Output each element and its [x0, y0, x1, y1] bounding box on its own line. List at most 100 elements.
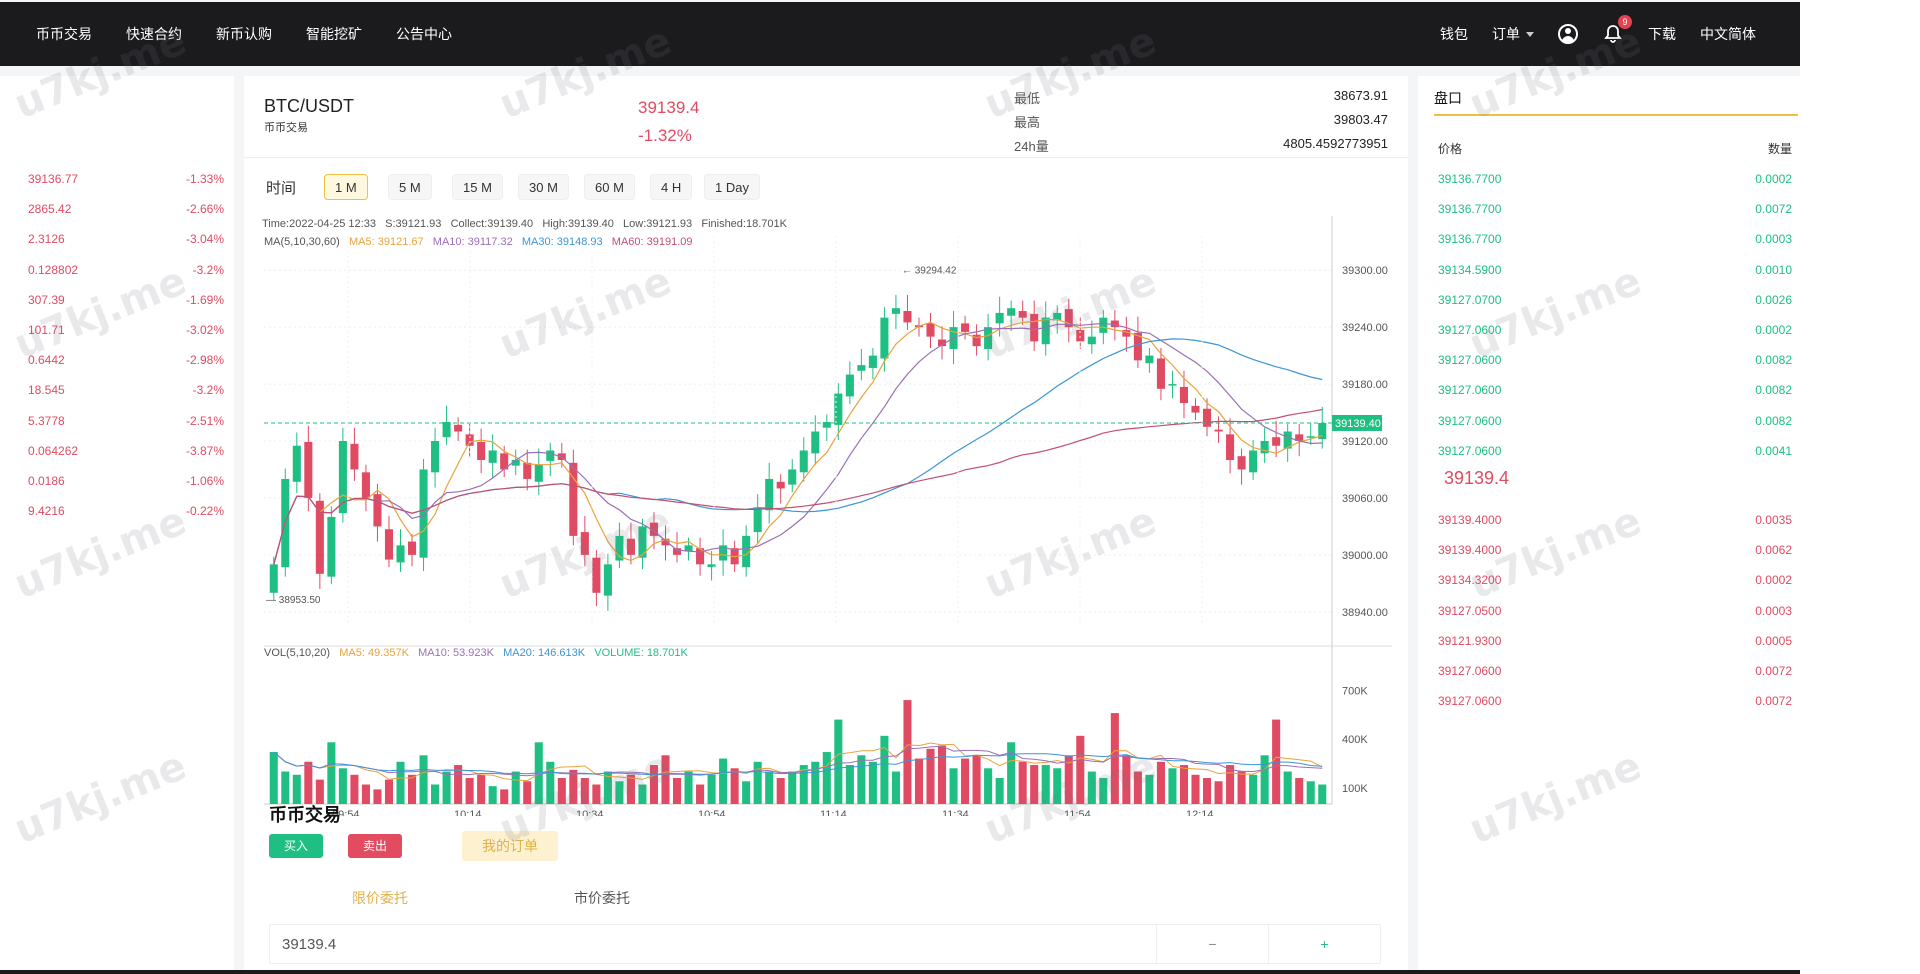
- market-list-item[interactable]: 0.064262 -3.87%: [0, 436, 234, 466]
- orderbook-bid-row[interactable]: 39127.0700 0.0026: [1418, 289, 1800, 313]
- tf-5m[interactable]: 5 M: [388, 174, 432, 200]
- tf-1m[interactable]: 1 M: [324, 174, 368, 200]
- increment-button[interactable]: +: [1268, 925, 1380, 963]
- candle-body: [546, 450, 555, 461]
- candle-body: [719, 545, 728, 561]
- y-tick-label: 39000.00: [1342, 550, 1388, 562]
- tf-30m[interactable]: 30 M: [518, 174, 569, 200]
- nav-mining[interactable]: 智能挖矿: [306, 26, 362, 42]
- nav-new-coin[interactable]: 新币认购: [216, 26, 272, 42]
- candle-body: [649, 522, 659, 536]
- nav-spot-trading[interactable]: 币币交易: [36, 26, 92, 42]
- buy-button[interactable]: 买入: [269, 834, 323, 858]
- volume-bar: [1053, 768, 1062, 804]
- candle-body: [799, 450, 808, 473]
- orderbook-bid-row[interactable]: 39127.0600 0.0041: [1418, 440, 1800, 464]
- candle-body: [742, 535, 751, 568]
- decrement-button[interactable]: −: [1156, 925, 1268, 963]
- volume-bar: [903, 700, 912, 804]
- kline-chart[interactable]: Time:2022-04-25 12:33 S:39121.93 Collect…: [254, 216, 1404, 816]
- market-list-item[interactable]: 307.39 -1.69%: [0, 285, 234, 315]
- orderbook-bid-row[interactable]: 39134.5900 0.0010: [1418, 259, 1800, 283]
- orderbook-bid-row[interactable]: 39127.0600 0.0002: [1418, 319, 1800, 343]
- candle-body: [327, 516, 336, 577]
- notification-button[interactable]: 9: [1602, 15, 1632, 45]
- market-list-item[interactable]: 39136.77 -1.33%: [0, 164, 234, 194]
- orderbook-bid-row[interactable]: 39127.0600 0.0082: [1418, 410, 1800, 434]
- volume-bar: [811, 761, 820, 804]
- candle-body: [1179, 386, 1189, 404]
- market-list-item[interactable]: 0.128802 -3.2%: [0, 255, 234, 285]
- volume-label: 24h量: [1014, 139, 1049, 154]
- volume-bar: [891, 771, 900, 804]
- user-button[interactable]: [1558, 24, 1578, 44]
- nav-announcements[interactable]: 公告中心: [396, 26, 452, 42]
- candle-body: [1272, 437, 1281, 446]
- market-list-item[interactable]: 18.545 -3.2%: [0, 375, 234, 405]
- orderbook-ask-row[interactable]: 39134.3200 0.0002: [1418, 569, 1800, 593]
- market-list-item[interactable]: 0.6442 -2.98%: [0, 345, 234, 375]
- price-input[interactable]: [270, 925, 1156, 963]
- tab-market-order[interactable]: 市价委托: [574, 890, 630, 906]
- market-list-item[interactable]: 9.4216 -0.22%: [0, 496, 234, 526]
- candle-body: [569, 462, 578, 536]
- orderbook-ask-row[interactable]: 39139.4000 0.0035: [1418, 509, 1800, 533]
- orders-dropdown[interactable]: 订单: [1492, 24, 1534, 44]
- candle-body: [407, 541, 417, 555]
- tf-4h[interactable]: 4 H: [650, 174, 693, 200]
- price-change: -1.32%: [638, 126, 692, 145]
- orderbook-bid-row[interactable]: 39136.7700 0.0002: [1418, 168, 1800, 192]
- volume-tick-label: 700K: [1342, 685, 1368, 697]
- market-change: -1.69%: [185, 292, 224, 307]
- orderbook-ask-row[interactable]: 39127.0600 0.0072: [1418, 660, 1800, 684]
- market-change: -3.02%: [185, 323, 224, 337]
- download-link[interactable]: 下载: [1648, 26, 1676, 42]
- orderbook-bid-row[interactable]: 39136.7700 0.0072: [1418, 198, 1800, 222]
- ask-price: 39134.3200: [1438, 573, 1502, 588]
- ask-qty: 0.0072: [1755, 694, 1792, 709]
- market-list-item[interactable]: 2865.42 -2.66%: [0, 194, 234, 224]
- language-selector[interactable]: 中文简体: [1700, 26, 1756, 42]
- tf-15m[interactable]: 15 M: [452, 174, 503, 200]
- candle-body: [1318, 422, 1327, 440]
- candle-body: [903, 311, 912, 323]
- sell-button[interactable]: 卖出: [348, 834, 402, 858]
- ask-price: 39127.0500: [1438, 603, 1502, 618]
- orderbook-ask-row[interactable]: 39121.9300 0.0005: [1418, 630, 1800, 654]
- nav-quick-contract[interactable]: 快速合约: [126, 26, 182, 42]
- candle-body: [638, 526, 647, 558]
- volume-bar: [1133, 771, 1142, 804]
- market-list-item[interactable]: 2.3126 -3.04%: [0, 224, 234, 254]
- orderbook-bid-row[interactable]: 39127.0600 0.0082: [1418, 379, 1800, 403]
- orderbook-ask-row[interactable]: 39127.0500 0.0003: [1418, 600, 1800, 624]
- market-list-item[interactable]: 5.3778 -2.51%: [0, 406, 234, 436]
- ask-qty: 0.0002: [1755, 573, 1792, 588]
- market-change: -2.51%: [185, 413, 224, 428]
- my-orders-button[interactable]: 我的订单: [462, 831, 558, 861]
- orderbook-ask-row[interactable]: 39127.0600 0.0072: [1418, 690, 1800, 714]
- orderbook-bid-row[interactable]: 39136.7700 0.0003: [1418, 228, 1800, 252]
- candle-body: [534, 464, 543, 482]
- bid-price: 39136.7700: [1438, 172, 1502, 186]
- market-list-item[interactable]: 101.71 -3.02%: [0, 315, 234, 345]
- orderbook-col-qty: 数量: [1767, 142, 1792, 156]
- trade-title: 币币交易: [269, 805, 341, 825]
- volume-bar: [1191, 774, 1200, 804]
- market-change: -1.33%: [185, 172, 224, 186]
- candle-body: [834, 393, 843, 425]
- volume-bar: [500, 789, 509, 804]
- tf-60m[interactable]: 60 M: [584, 174, 635, 200]
- market-list-item[interactable]: 0.0186 -1.06%: [0, 466, 234, 496]
- tab-limit-order[interactable]: 限价委托: [352, 890, 408, 906]
- last-price-tag-bg: [1332, 414, 1382, 431]
- volume-value: 4805.4592773951: [1283, 136, 1388, 151]
- orderbook-bid-row[interactable]: 39127.0600 0.0082: [1418, 349, 1800, 373]
- y-tick-label: 39060.00: [1342, 493, 1388, 505]
- candle-body: [338, 441, 347, 514]
- volume-bar: [419, 755, 428, 804]
- tf-1day[interactable]: 1 Day: [704, 174, 760, 200]
- candle-body: [1295, 434, 1304, 441]
- volume-bar: [546, 761, 555, 804]
- wallet-link[interactable]: 钱包: [1440, 26, 1468, 42]
- orderbook-ask-row[interactable]: 39139.4000 0.0062: [1418, 539, 1800, 563]
